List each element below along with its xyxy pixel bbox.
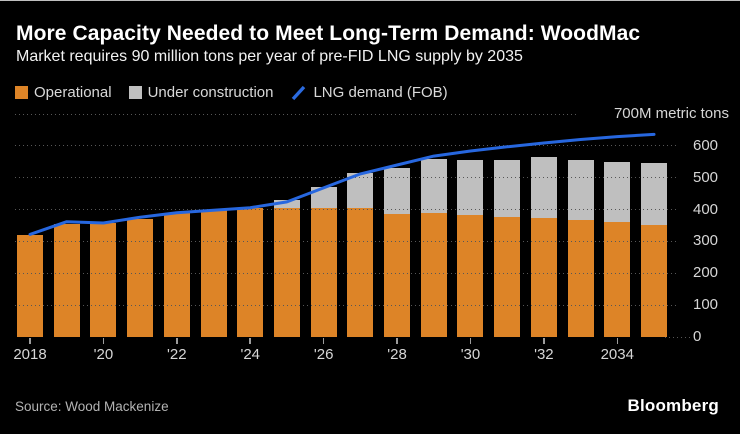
x-tick-2024 <box>249 338 251 344</box>
bar-2026-operational <box>310 207 337 337</box>
x-axis-label-2018: 2018 <box>13 346 47 363</box>
bar-2030-operational <box>457 215 484 337</box>
bar-2033-under-construction <box>567 160 594 221</box>
bar-2032-operational <box>530 217 557 337</box>
legend-label: LNG demand (FOB) <box>313 84 448 101</box>
legend-label: Under construction <box>147 84 274 101</box>
bar-2020-operational <box>90 222 117 337</box>
bar-2035-under-construction <box>641 163 667 225</box>
legend-item-lng-demand: LNG demand (FOB) <box>290 84 448 101</box>
y-axis-label-200: 200 <box>693 264 719 282</box>
bar-2021-operational <box>127 218 154 337</box>
y-axis-label-100: 100 <box>693 296 719 314</box>
bar-2029 <box>420 159 447 337</box>
bar-2019-operational <box>53 223 80 337</box>
bar-2025-operational <box>273 207 300 337</box>
bar-2031 <box>494 159 521 337</box>
gridline-100 <box>15 304 676 306</box>
bar-2024-operational <box>237 207 264 337</box>
gridline-200 <box>15 272 676 274</box>
x-tick-2032 <box>543 338 545 344</box>
x-tick-2026 <box>322 338 325 344</box>
y-axis-top-label: 700M metric tons <box>613 105 729 122</box>
bar-2027 <box>347 173 374 337</box>
bar-2026 <box>310 186 337 337</box>
bar-2024 <box>237 207 264 337</box>
bar-2029-operational <box>420 213 447 337</box>
bar-2019 <box>53 223 80 337</box>
legend-item-under-construction: Under construction <box>128 84 274 101</box>
bar-2032 <box>530 156 557 337</box>
legend: Operational Under construction LNG deman… <box>15 84 448 101</box>
bar-2031-under-construction <box>494 159 521 217</box>
bar-2020 <box>90 222 117 337</box>
gridline-600 <box>15 145 676 147</box>
x-tick-2028 <box>396 338 398 344</box>
bloomberg-logo: Bloomberg <box>627 396 719 415</box>
bar-2025 <box>273 200 300 337</box>
x-axis-label-2022: '22 <box>167 346 187 363</box>
top-rule <box>0 0 740 1</box>
y-axis-label-400: 400 <box>693 200 719 218</box>
plot-area: 0 100 200 300 400 500 600 <box>15 113 718 345</box>
y-axis-label-500: 500 <box>693 168 719 186</box>
legend-label: Operational <box>34 84 112 101</box>
bar-2026-under-construction <box>310 186 337 208</box>
chart-title: More Capacity Needed to Meet Long-Term D… <box>16 22 641 45</box>
gridline-500 <box>15 177 676 179</box>
legend-item-operational: Operational <box>15 84 112 101</box>
bar-2025-under-construction <box>273 200 300 208</box>
gridline-300 <box>15 240 676 242</box>
y-axis-label-600: 600 <box>693 136 719 154</box>
under-construction-swatch-icon <box>128 86 142 99</box>
bar-2028 <box>384 167 411 337</box>
bar-2030-under-construction <box>457 159 484 216</box>
chart-subtitle: Market requires 90 million tons per year… <box>16 48 523 65</box>
bar-2028-operational <box>384 214 411 337</box>
gridline-0 <box>665 336 693 338</box>
source-label: Source: Wood Mackenize <box>15 399 169 414</box>
bar-2031-operational <box>494 216 521 337</box>
y-axis-label-0: 0 <box>693 328 702 345</box>
line-slash-icon <box>292 85 306 100</box>
gridline-400 <box>15 209 676 211</box>
x-axis: 2018 '20 '22 '24 '26 '28 '30 '32 2034 <box>13 337 667 367</box>
bar-2029-under-construction <box>420 159 447 214</box>
x-axis-label-2028: '28 <box>387 346 407 363</box>
bar-2035 <box>641 163 667 337</box>
bar-2022-operational <box>163 212 190 337</box>
bar-2030 <box>457 159 484 337</box>
bar-2034-under-construction <box>604 161 631 223</box>
gridline-700 <box>15 113 578 115</box>
x-axis-label-2034: 2034 <box>600 346 634 363</box>
bar-2033 <box>567 160 594 337</box>
x-axis-label-2030: '30 <box>460 346 481 363</box>
bar-2018-operational <box>17 235 43 337</box>
bar-2033-operational <box>567 220 594 337</box>
bar-2018 <box>17 235 43 337</box>
demand-line <box>28 132 656 236</box>
x-axis-label-2032: '32 <box>534 346 554 363</box>
x-axis-label-2020: '20 <box>93 346 114 363</box>
x-tick-2030 <box>469 338 472 344</box>
x-axis-label-2026: '26 <box>313 346 334 363</box>
operational-swatch-icon <box>15 86 28 99</box>
bar-2032-under-construction <box>530 156 557 218</box>
x-tick-2034 <box>616 338 619 344</box>
bar-2035-operational <box>641 224 667 337</box>
bar-2028-under-construction <box>384 167 411 215</box>
bar-2027-under-construction <box>347 173 374 209</box>
x-axis-label-2024: '24 <box>240 346 261 363</box>
bar-2027-operational <box>347 208 374 337</box>
x-tick-2022 <box>176 338 178 344</box>
x-tick-2018 <box>29 338 31 344</box>
y-axis-label-300: 300 <box>693 232 719 250</box>
x-tick-2020 <box>102 338 105 344</box>
bar-2022 <box>163 212 190 337</box>
bar-2021 <box>127 218 154 337</box>
